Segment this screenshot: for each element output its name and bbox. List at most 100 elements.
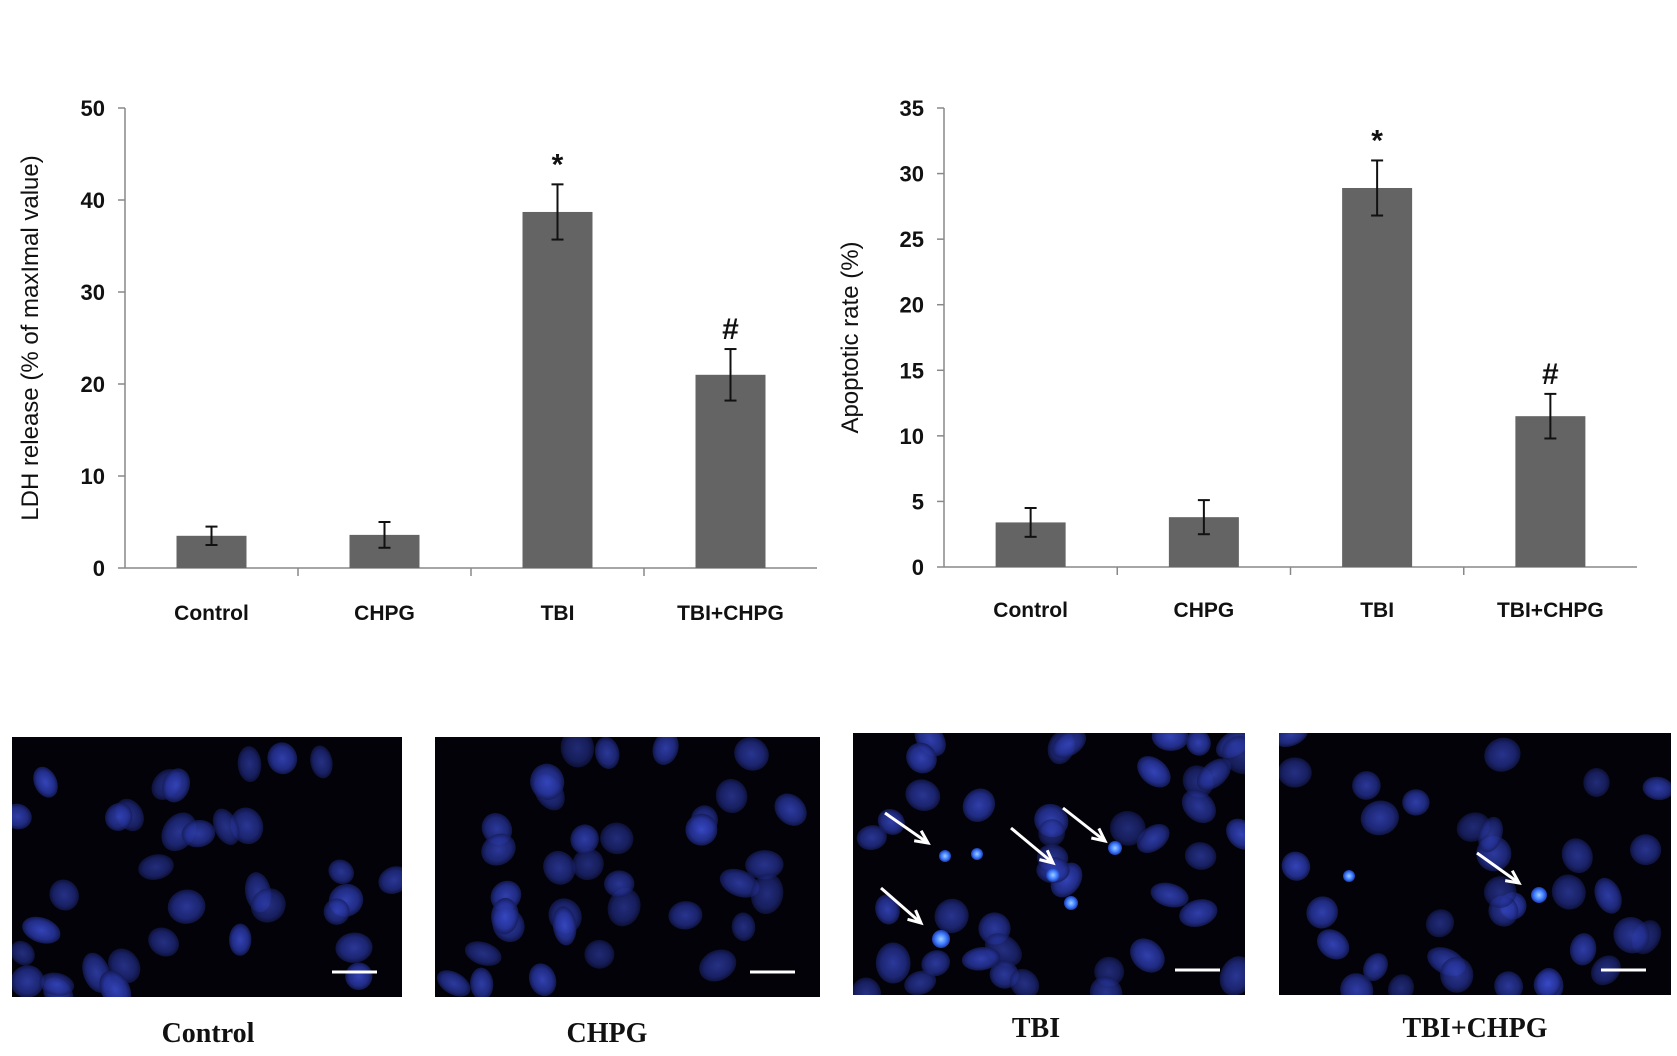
y-axis-label: Apoptotic rate (%)	[837, 241, 864, 433]
arrow-head-icon	[1504, 869, 1522, 886]
nucleus	[39, 972, 75, 996]
nucleus	[481, 833, 516, 866]
arrow-icon	[1010, 826, 1054, 865]
y-tick-label: 40	[81, 188, 105, 213]
nucleus	[594, 737, 620, 769]
nucleus	[105, 802, 133, 831]
nucleus	[250, 888, 286, 923]
y-tick-label: 15	[900, 358, 924, 383]
nucleus	[1483, 876, 1517, 908]
micrograph-tbi	[853, 733, 1245, 995]
y-tick-label: 10	[900, 424, 924, 449]
nucleus	[543, 850, 576, 885]
nucleus	[584, 939, 615, 969]
y-tick-label: 5	[912, 489, 924, 514]
caption-tbi-chpg: TBI+CHPG	[1402, 1013, 1548, 1044]
nucleus	[345, 962, 373, 990]
nucleus	[853, 977, 882, 995]
significance-mark: #	[722, 313, 739, 346]
y-tick-label: 10	[81, 464, 105, 489]
nucleus	[1561, 838, 1593, 874]
nucleus	[1150, 882, 1189, 908]
category-label: TBI	[541, 602, 575, 625]
category-label: TBI+CHPG	[677, 602, 784, 625]
nucleus	[600, 822, 634, 855]
nucleus	[310, 745, 333, 779]
nucleus	[22, 916, 61, 944]
y-tick-label: 50	[81, 96, 105, 121]
nucleus	[237, 746, 262, 783]
nucleus	[138, 854, 174, 880]
category-label: Control	[993, 599, 1068, 622]
nucleus	[1137, 756, 1171, 788]
arrow-icon	[884, 811, 929, 845]
nucleus	[1551, 874, 1586, 910]
nucleus	[1222, 735, 1245, 775]
nucleus	[1184, 842, 1217, 870]
y-tick-label: 20	[81, 372, 105, 397]
arrow-icon	[1476, 851, 1520, 885]
significance-mark: *	[1371, 124, 1383, 157]
nucleus	[12, 965, 45, 997]
nucleus	[212, 808, 240, 845]
micrograph-image	[853, 733, 1245, 995]
significance-mark: #	[1542, 358, 1559, 391]
nucleus	[856, 825, 887, 851]
bar-tbi	[1342, 187, 1413, 568]
nucleus	[715, 778, 748, 814]
nucleus	[1642, 776, 1671, 801]
nucleus	[530, 763, 565, 800]
nucleus	[267, 742, 298, 775]
micrograph-image	[1279, 733, 1671, 995]
nucleus	[1613, 916, 1650, 954]
nucleus	[906, 742, 937, 774]
nucleus	[961, 947, 1001, 971]
caption-chpg: CHPG	[566, 1018, 648, 1049]
nucleus	[877, 808, 905, 835]
nucleus	[1630, 834, 1662, 866]
y-tick-label: 35	[900, 96, 924, 121]
caption-control: Control	[161, 1018, 255, 1049]
apoptotic-nucleus	[932, 930, 950, 948]
nucleus	[1352, 771, 1381, 800]
nucleus	[685, 813, 718, 846]
nucleus	[1340, 973, 1374, 995]
nucleus	[745, 850, 784, 880]
nucleus	[875, 894, 900, 925]
category-label: TBI	[1360, 599, 1394, 622]
nucleus	[572, 848, 604, 881]
nucleus	[162, 768, 191, 803]
nucleus	[1052, 733, 1087, 759]
nucleus	[1196, 758, 1232, 791]
bar-tbi-chpg	[1515, 416, 1586, 567]
nucleus	[491, 897, 519, 935]
nucleus	[734, 737, 769, 771]
micrograph-chpg	[435, 737, 820, 997]
nucleus	[560, 737, 595, 768]
nucleus	[552, 906, 577, 946]
nucleus	[1594, 877, 1622, 914]
apoptotic-nucleus	[939, 850, 951, 862]
nucleus	[328, 859, 355, 885]
nucleus	[731, 912, 756, 942]
nucleus	[1151, 733, 1189, 751]
apoptotic-nucleus	[971, 848, 983, 860]
nucleus	[1484, 737, 1521, 772]
nucleus	[1363, 953, 1388, 982]
nucleus	[934, 898, 969, 934]
nucleus	[1569, 933, 1597, 966]
nucleus	[323, 898, 350, 925]
category-label: CHPG	[1174, 599, 1235, 622]
nucleus	[652, 737, 679, 766]
nucleus	[1478, 816, 1503, 853]
nucleus	[699, 949, 737, 982]
apoptotic-nucleus	[1343, 870, 1355, 882]
caption-tbi: TBI	[1011, 1013, 1061, 1044]
nucleus	[181, 819, 216, 848]
nucleus	[228, 923, 252, 956]
nucleus	[1316, 929, 1350, 960]
nucleus	[335, 932, 373, 963]
nucleus	[99, 970, 132, 997]
nucleus	[1109, 810, 1146, 846]
